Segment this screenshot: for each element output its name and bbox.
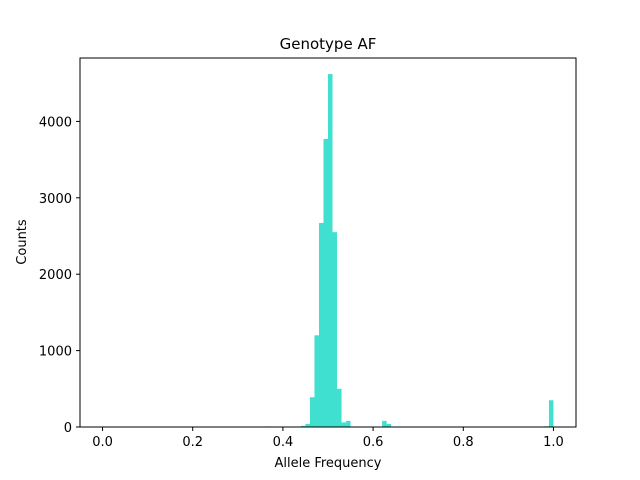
histogram-bar — [309, 397, 315, 427]
bar-group — [264, 74, 554, 427]
histogram-bar — [346, 420, 351, 427]
y-axis-ticks: 0 1000 2000 3000 4000 — [39, 115, 80, 436]
y-tick-label: 4000 — [39, 115, 72, 130]
histogram-bar — [382, 420, 387, 427]
y-tick-label: 2000 — [39, 268, 72, 283]
chart-title: Genotype AF — [280, 35, 377, 53]
x-tick-label: 0.4 — [273, 435, 294, 450]
plot-frame — [79, 57, 577, 428]
histogram-bar — [300, 425, 306, 427]
histogram-bar — [318, 223, 324, 427]
x-tick-label: 0.0 — [92, 435, 113, 450]
y-tick-label: 3000 — [39, 192, 72, 207]
x-axis-label: Allele Frequency — [274, 456, 381, 471]
histogram-bar — [386, 423, 392, 427]
x-axis-ticks: 0.0 0.2 0.4 0.6 0.8 1.0 — [92, 427, 564, 450]
histogram-bar — [337, 388, 342, 427]
histogram-bar — [314, 335, 319, 427]
x-tick-label: 0.8 — [453, 435, 474, 450]
histogram-bar — [305, 423, 310, 427]
histogram-bar — [332, 232, 338, 427]
histogram-bar — [341, 422, 347, 427]
histogram-bar — [548, 400, 554, 427]
histogram-bar — [323, 138, 328, 427]
y-tick-label: 0 — [64, 421, 72, 436]
y-axis-label: Counts — [15, 219, 30, 265]
histogram-bar — [328, 74, 333, 427]
x-tick-label: 0.2 — [182, 435, 203, 450]
x-tick-label: 1.0 — [543, 435, 564, 450]
x-tick-label: 0.6 — [363, 435, 384, 450]
y-tick-label: 1000 — [39, 345, 72, 360]
